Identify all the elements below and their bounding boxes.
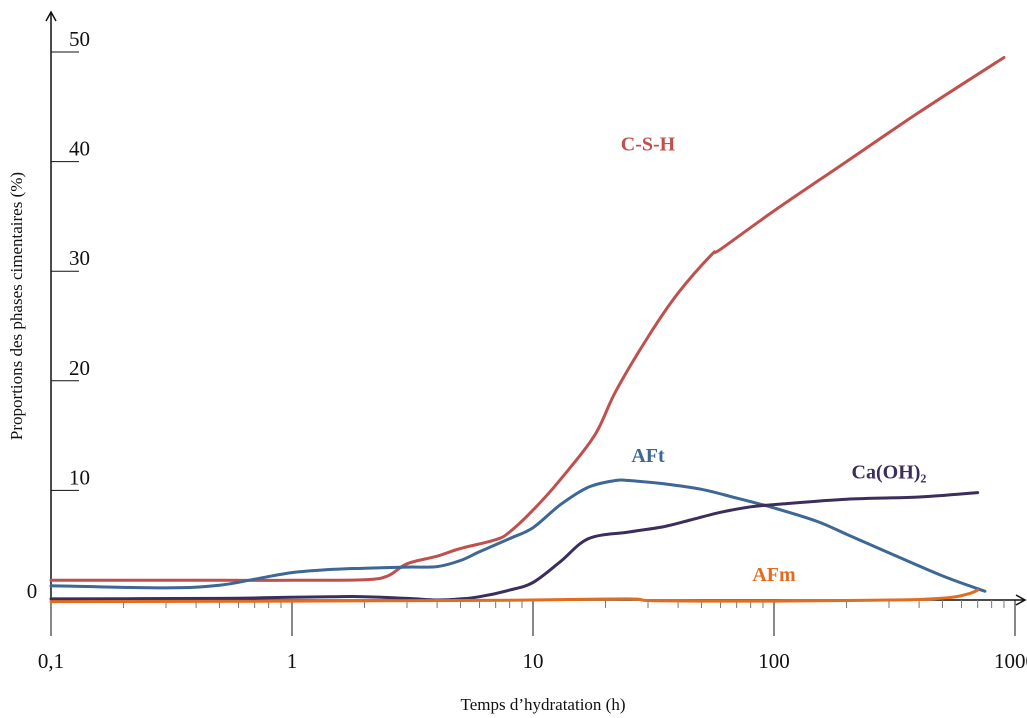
y-tick-marks: 0 10 20 30 40 50 [27, 27, 90, 603]
y-tick-label: 10 [69, 465, 90, 489]
y-tick-label: 0 [27, 579, 38, 603]
x-axis-title: Temps d’hydratation (h) [461, 695, 626, 714]
y-axis-title: Proportions des phases cimentaires (%) [7, 172, 26, 440]
series-label-aft: AFt [631, 445, 665, 467]
series-line-ca-oh [49, 491, 980, 602]
series-label-c-s-h: C-S-H [621, 134, 676, 156]
y-tick-label: 30 [69, 246, 90, 270]
x-tick-label: 10 [523, 649, 544, 673]
series-layer [49, 56, 1006, 604]
series-label-afm: AFm [752, 564, 796, 586]
series-line-aft [49, 478, 987, 593]
x-tick-label: 1 [287, 649, 298, 673]
y-tick-label: 50 [69, 27, 90, 51]
series-line-afm [49, 588, 980, 604]
series-label-ca-oh: Ca(OH)₂ [852, 461, 927, 483]
x-tick-label: 100 [758, 649, 790, 673]
x-tick-label: 0,1 [38, 649, 64, 673]
y-tick-label: 20 [69, 356, 90, 380]
series-line-c-s-h [49, 56, 1006, 582]
label-layer: C-S-H AFt Ca(OH)₂ AFm [621, 134, 927, 586]
y-tick-label: 40 [69, 137, 90, 161]
